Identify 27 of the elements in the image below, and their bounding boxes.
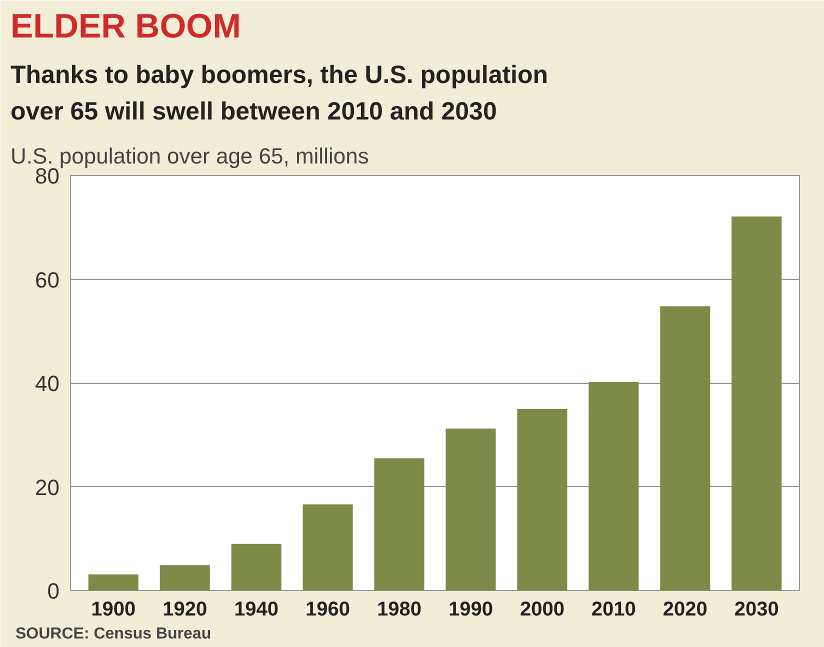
bar (302, 504, 353, 590)
x-tick-label: 2030 (734, 598, 779, 620)
y-tick-label: 0 (47, 578, 60, 604)
bar (231, 544, 282, 590)
x-tick-label: 1980 (377, 598, 422, 620)
chart-title: ELDER BOOM (10, 8, 241, 46)
y-tick-label: 20 (35, 474, 60, 500)
bar (660, 306, 710, 590)
x-tick-label: 2020 (662, 598, 708, 620)
source-note: SOURCE: Census Bureau (16, 626, 212, 642)
bar (374, 458, 424, 590)
bar (517, 408, 568, 590)
bar (588, 382, 639, 590)
x-tick-label: 1960 (306, 598, 350, 620)
bar (160, 565, 210, 590)
x-tick-label: 2010 (591, 598, 636, 620)
x-tick-label: 1940 (234, 598, 279, 620)
x-tick-label: 1990 (448, 598, 493, 620)
y-tick-label: 60 (35, 267, 60, 292)
bar (732, 216, 782, 590)
x-tick-label: 1900 (91, 598, 136, 620)
x-tick-label: 2000 (520, 598, 564, 620)
y-tick-label: 40 (35, 371, 60, 396)
bar (88, 574, 138, 590)
chart-subtitle: Thanks to baby boomers, the U.S. population over 65 will swell between 2010 and 2030 (10, 61, 548, 126)
x-tick-label: 1920 (162, 598, 208, 620)
bar (446, 428, 496, 590)
